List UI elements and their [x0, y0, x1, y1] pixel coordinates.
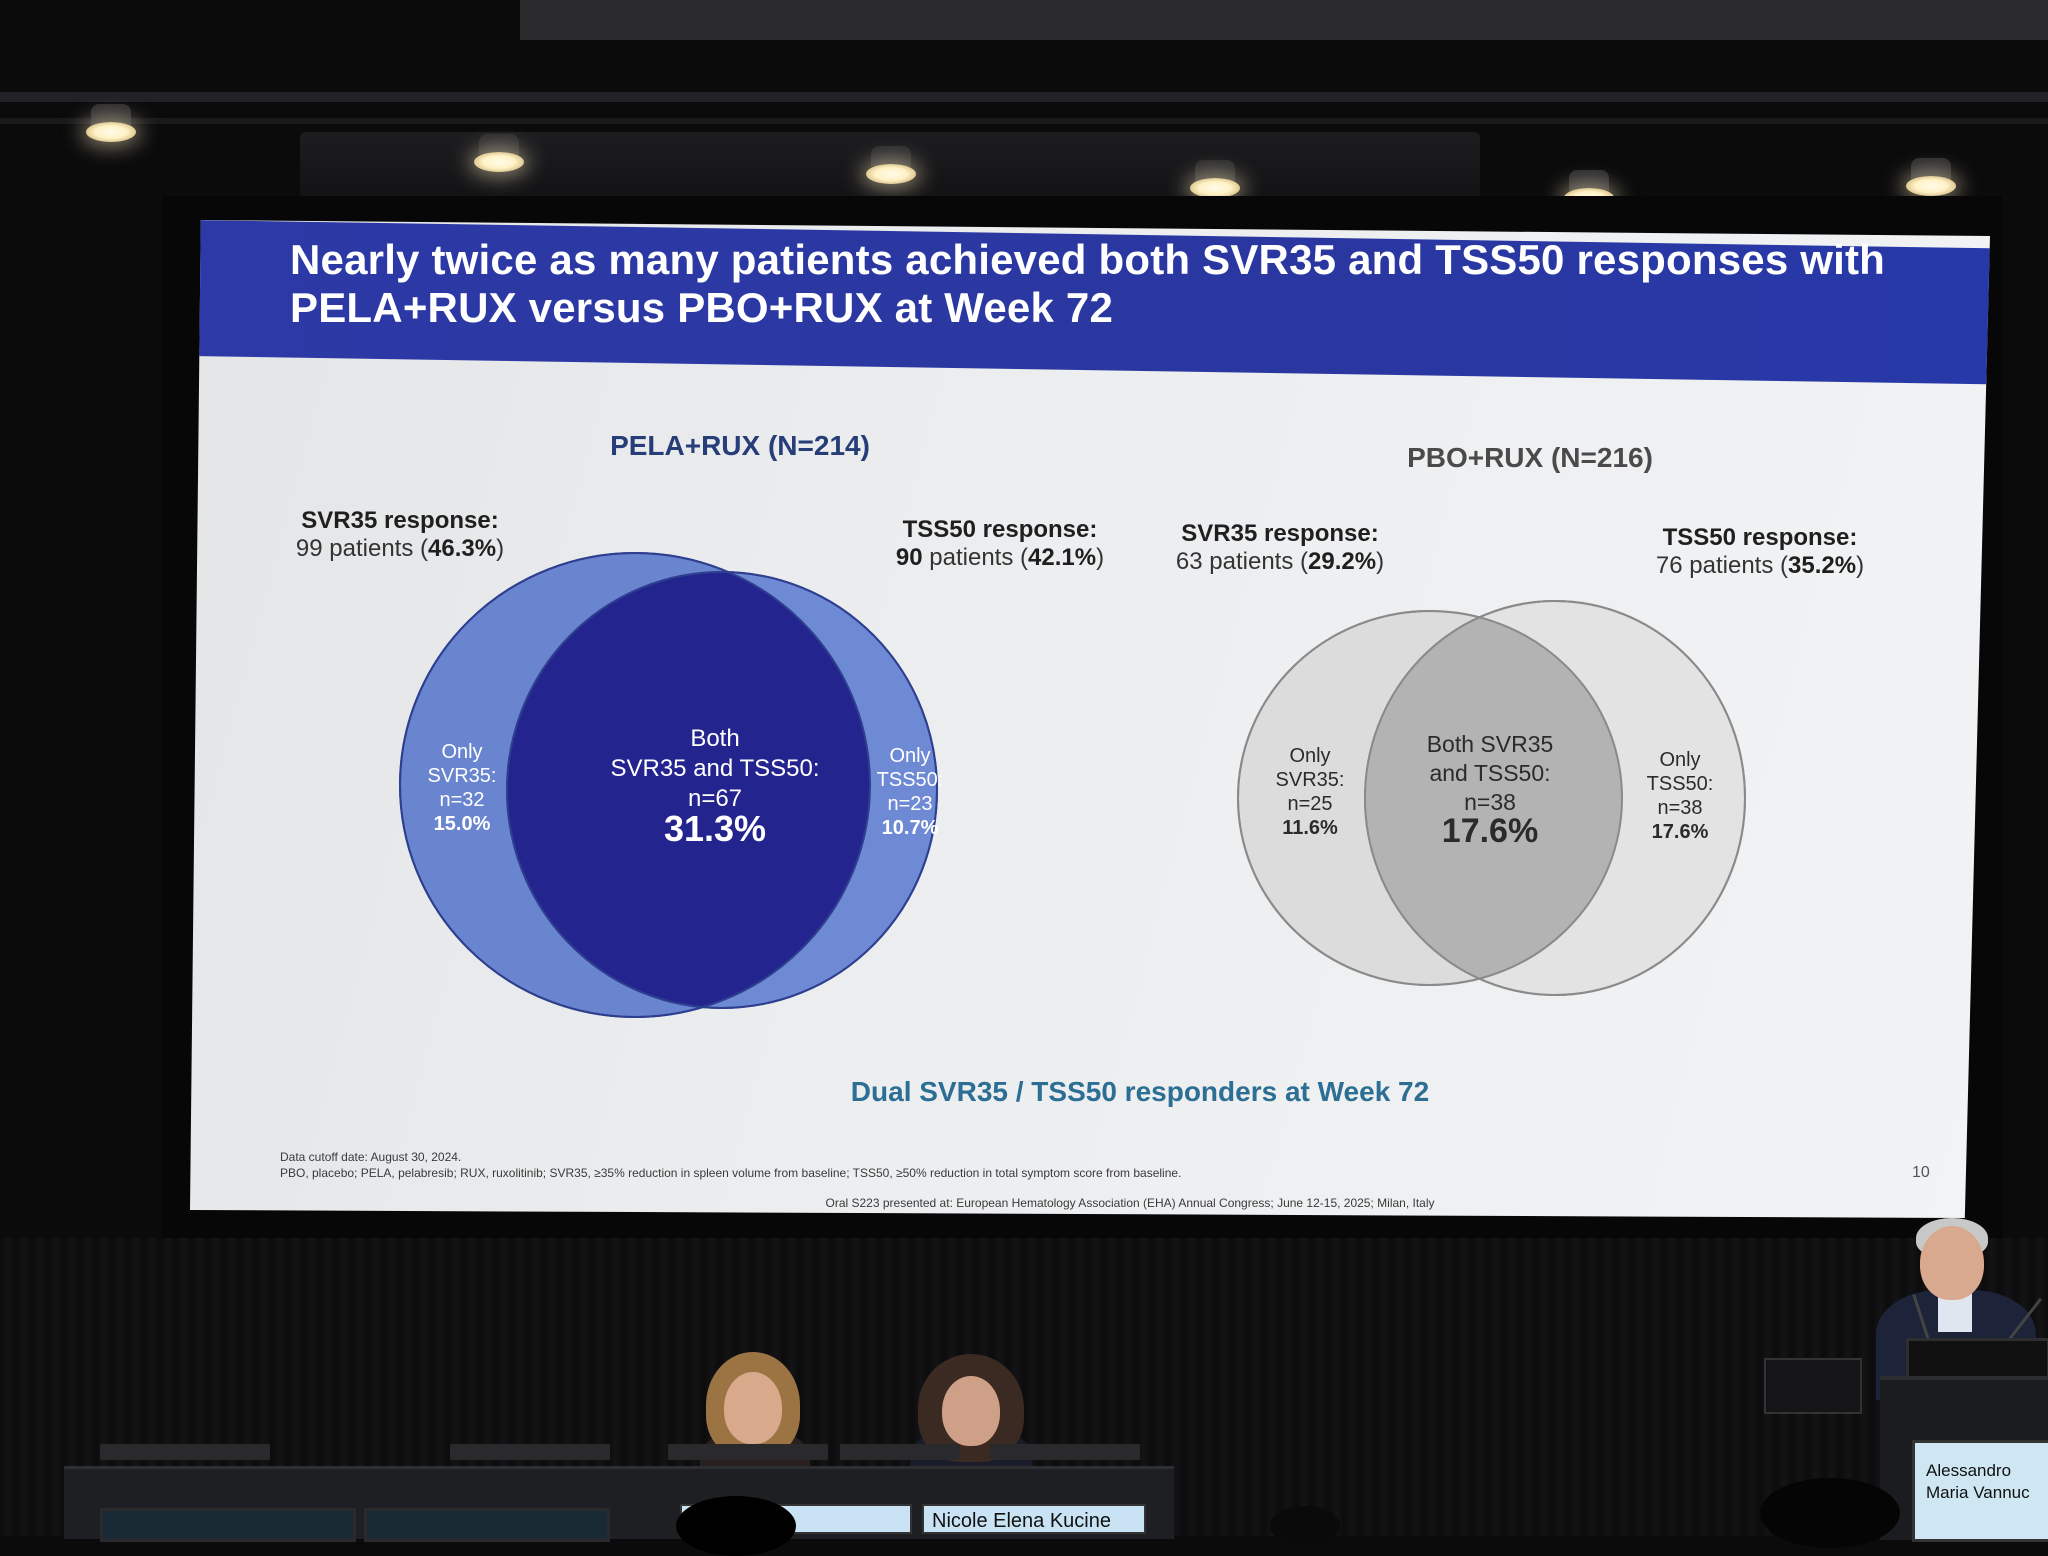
slide-title-line2: PELA+RUX versus PBO+RUX at Week 72 — [290, 284, 1114, 331]
pbo-tss50-value: 76 patients (35.2%) — [1655, 552, 1865, 579]
pbo-only-tss50: Only TSS50: n=38 17.6% — [1646, 749, 1714, 843]
venn-diagrams — [399, 552, 1746, 1018]
spotlight-icon — [866, 146, 916, 186]
pela-tss50-value: 90 patients (42.1%) — [895, 544, 1105, 571]
audience-head — [676, 1496, 796, 1556]
audience-head — [1760, 1478, 1900, 1548]
pbo-tss50-head: TSS50 response: — [1662, 524, 1858, 551]
ceiling-rim — [520, 0, 2048, 40]
pbo-tss50-label: TSS50 response: 76 patients (35.2%) — [1610, 524, 1910, 580]
slide-title-line1: Nearly twice as many patients achieved b… — [290, 236, 1886, 283]
pbo-svr35-head: SVR35 response: — [1181, 520, 1379, 547]
laptop — [100, 1444, 270, 1460]
name-card-right: Nicole Elena Kucine — [922, 1504, 1146, 1534]
pela-group-title: PELA+RUX (N=214) — [610, 430, 870, 461]
audience-head — [1270, 1506, 1340, 1546]
pbo-both-pct: 17.6% — [1441, 812, 1539, 850]
chart-caption: Dual SVR35 / TSS50 responders at Week 72 — [850, 1076, 1430, 1107]
laptop — [990, 1444, 1140, 1460]
laptop — [840, 1444, 960, 1460]
pbo-svr35-value: 63 patients (29.2%) — [1175, 548, 1385, 575]
pbo-group-title: PBO+RUX (N=216) — [1407, 442, 1653, 473]
pela-svr35-value: 99 patients (46.3%) — [295, 535, 505, 562]
desk-monitor — [364, 1508, 610, 1542]
spotlight-icon — [1190, 160, 1240, 200]
pbo-svr35-label: SVR35 response: 63 patients (29.2%) — [1130, 520, 1430, 576]
footnote-cutoff: Data cutoff date: August 30, 2024. — [280, 1150, 462, 1164]
laptop — [450, 1444, 610, 1460]
lighting-truss — [0, 92, 2048, 102]
pela-only-svr35: Only SVR35: n=32 15.0% — [427, 741, 497, 835]
pela-overlap-region — [507, 572, 870, 1008]
projected-slide: Nearly twice as many patients achieved b… — [190, 220, 1990, 1218]
slide-title: Nearly twice as many patients achieved b… — [290, 236, 1950, 332]
podium-tablet — [1764, 1358, 1862, 1414]
slide-page-number: 10 — [1912, 1164, 1930, 1181]
presentation-footer: Oral S223 presented at: European Hematol… — [825, 1196, 1435, 1210]
footnote-abbreviations: PBO, placebo; PELA, pelabresib; RUX, rux… — [280, 1166, 1182, 1180]
pela-both-pct: 31.3% — [663, 808, 767, 849]
podium-speaker-name: Alessandro Maria Vannuc — [1926, 1461, 2030, 1502]
pela-only-tss50: Only TSS50: n=23 10.7% — [876, 745, 944, 839]
pbo-only-svr35: Only SVR35: n=25 11.6% — [1275, 745, 1345, 839]
pela-tss50-label: TSS50 response: 90 patients (42.1%) — [840, 516, 1160, 572]
pela-both: Both SVR35 and TSS50: n=67 31.3% — [580, 724, 850, 849]
desk-monitor — [100, 1508, 356, 1542]
pbo-overlap-region — [1365, 611, 1622, 985]
spotlight-icon — [1906, 158, 1956, 198]
spotlight-icon — [474, 134, 524, 174]
pela-svr35-head: SVR35 response: — [301, 507, 499, 534]
lighting-truss-lower — [0, 118, 2048, 124]
spotlight-icon — [86, 104, 136, 144]
pela-svr35-label: SVR35 response: 99 patients (46.3%) — [250, 507, 550, 563]
podium-name-screen — [1912, 1440, 2048, 1542]
pela-tss50-head: TSS50 response: — [902, 516, 1098, 543]
laptop — [668, 1444, 828, 1460]
pbo-both: Both SVR35 and TSS50: n=38 17.6% — [1370, 730, 1610, 850]
